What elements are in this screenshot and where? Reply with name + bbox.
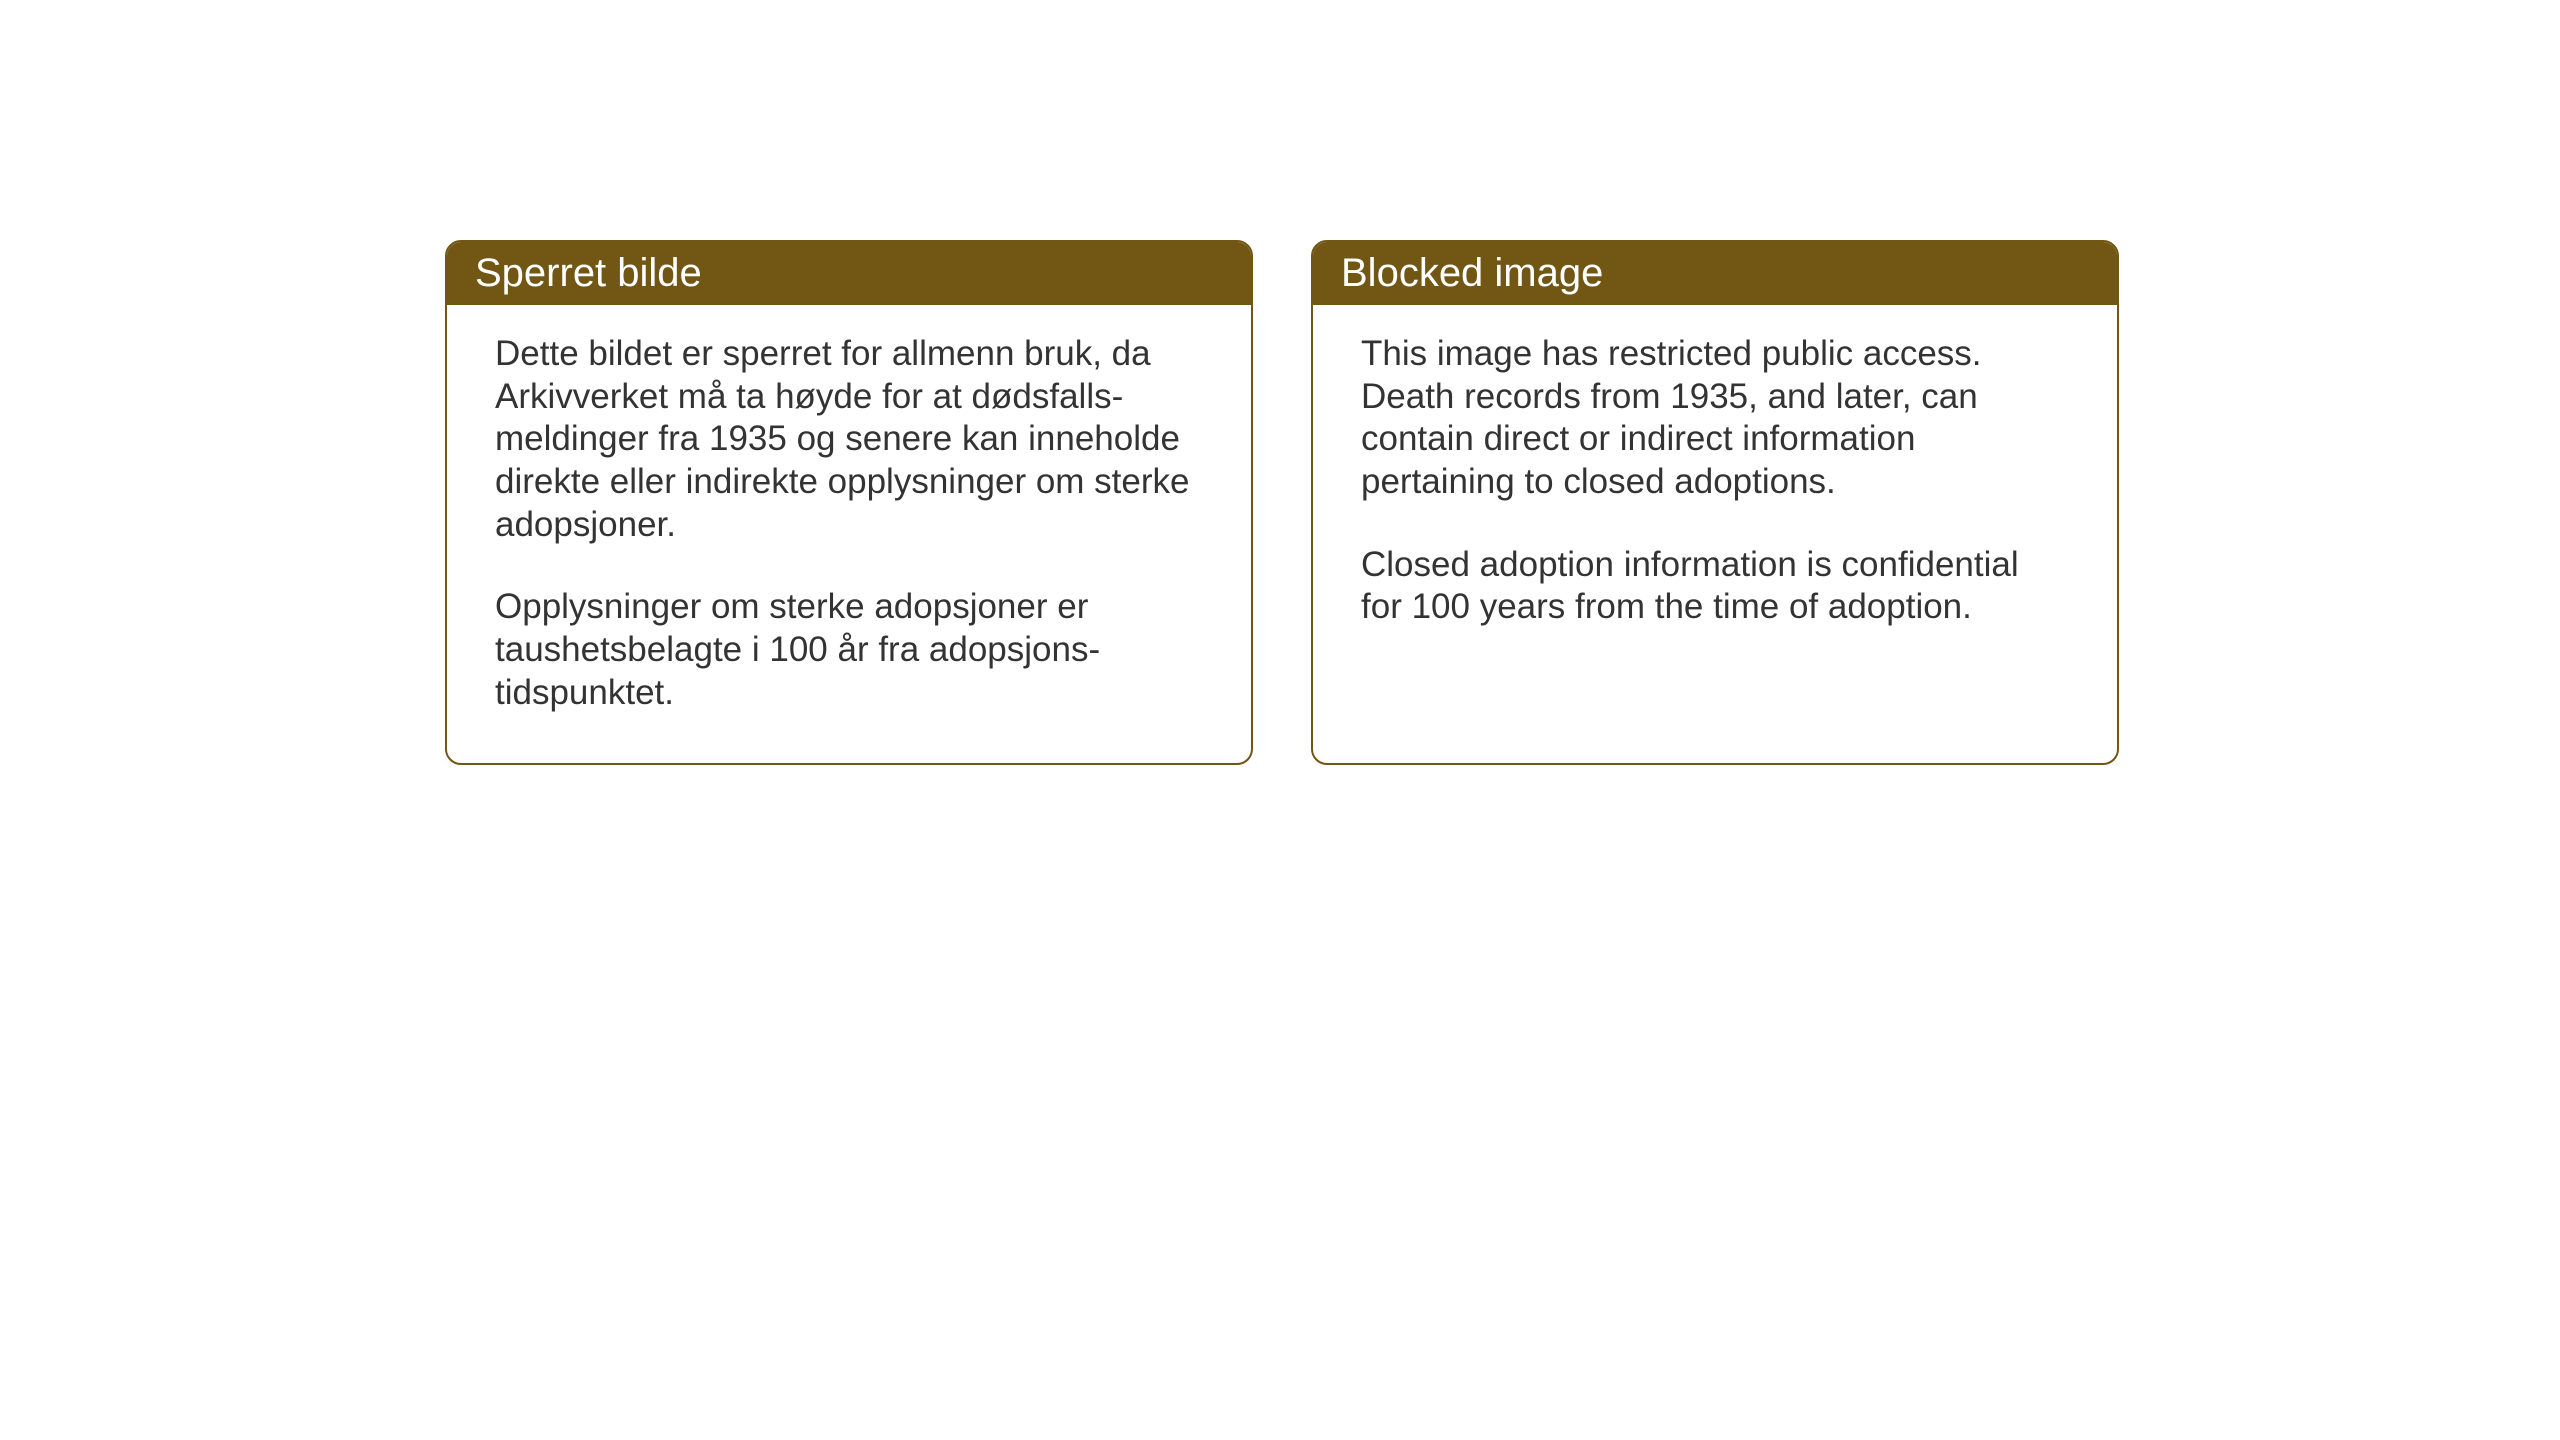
notice-card-english: Blocked image This image has restricted … [1311, 240, 2119, 765]
notice-card-norwegian: Sperret bilde Dette bildet er sperret fo… [445, 240, 1253, 765]
notice-container: Sperret bilde Dette bildet er sperret fo… [445, 240, 2119, 765]
card-header: Sperret bilde [447, 242, 1251, 305]
card-body: Dette bildet er sperret for allmenn bruk… [447, 305, 1251, 763]
card-header: Blocked image [1313, 242, 2117, 305]
card-paragraph: Dette bildet er sperret for allmenn bruk… [495, 333, 1203, 546]
card-paragraph: Opplysninger om sterke adopsjoner er tau… [495, 586, 1203, 714]
card-paragraph: Closed adoption information is confident… [1361, 544, 2069, 629]
card-paragraph: This image has restricted public access.… [1361, 333, 2069, 504]
card-body: This image has restricted public access.… [1313, 305, 2117, 677]
